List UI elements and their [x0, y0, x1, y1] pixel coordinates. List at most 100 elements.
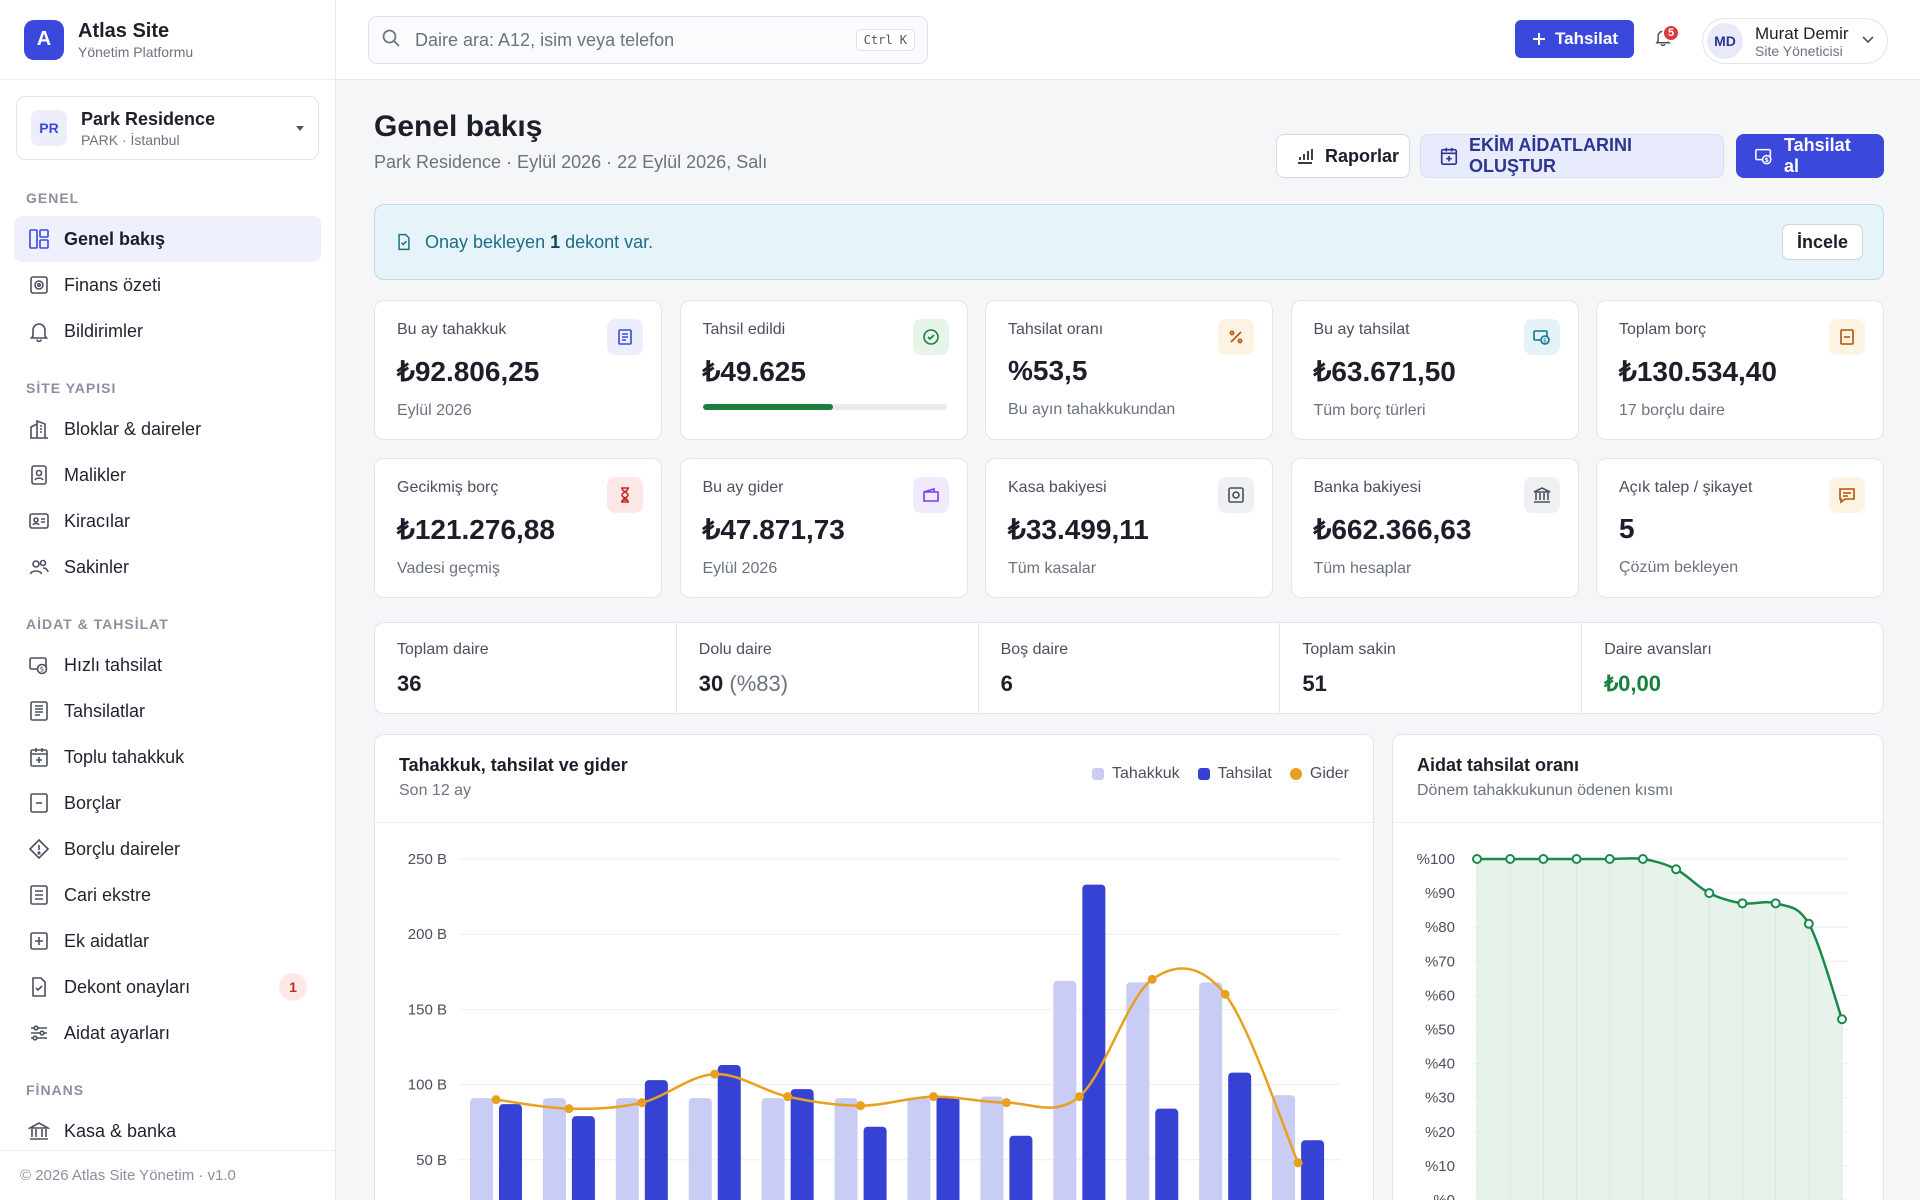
- chart-title: Tahakkuk, tahsilat ve gider: [399, 755, 628, 775]
- sidebar-item-debts[interactable]: Borçlar: [14, 780, 321, 826]
- sidebar-item-notifications[interactable]: Bildirimler: [14, 308, 321, 354]
- legend-collection[interactable]: Tahsilat: [1197, 765, 1272, 783]
- stat-value: 6: [1000, 671, 1013, 696]
- reports-button[interactable]: Raporlar: [1276, 134, 1410, 178]
- stat-label: Boş daire: [1000, 641, 1069, 658]
- kpi-card[interactable]: Açık talep / şikayet 5 Çözüm bekleyen: [1596, 458, 1884, 598]
- kpi-subtext: Tüm borç türleri: [1313, 402, 1426, 419]
- sidebar-item-residents[interactable]: Sakinler: [14, 544, 321, 590]
- document-check-icon: [395, 233, 413, 251]
- bar-accrual: [1126, 982, 1150, 1200]
- bar-collection: [644, 1080, 668, 1200]
- point-expense: [929, 1092, 938, 1102]
- kpi-subtext: Eylül 2026: [397, 402, 472, 419]
- stat-cell: Toplam daire 36: [375, 623, 677, 713]
- point-rate: [1505, 854, 1516, 864]
- sidebar-item-owners[interactable]: Malikler: [14, 452, 321, 498]
- check-circle-icon: [912, 319, 949, 355]
- sidebar-item-label: Toplu tahakkuk: [64, 746, 185, 767]
- bank-icon: [1523, 477, 1560, 513]
- sidebar-item-finance-summary[interactable]: Finans özeti: [14, 262, 321, 308]
- bar-accrual: [1199, 982, 1223, 1200]
- y-tick-label: %10: [1425, 1158, 1455, 1175]
- point-expense: [1001, 1098, 1011, 1108]
- message-icon: [1829, 477, 1865, 513]
- bank-icon: [28, 1120, 50, 1142]
- y-tick-label: %90: [1425, 885, 1455, 902]
- sidebar-item-debtor-units[interactable]: Borçlu daireler: [14, 826, 321, 872]
- site-switcher[interactable]: PR Park Residence PARK · İstanbul: [16, 96, 319, 160]
- kpi-value: ₺662.366,63: [1313, 514, 1472, 545]
- sidebar-item-label: Borçlar: [64, 792, 122, 813]
- sidebar-item-label: Cari ekstre: [64, 884, 152, 905]
- kpi-value: ₺121.276,88: [397, 514, 555, 545]
- nav-section-dues: AİDAT & TAHSİLAT: [26, 616, 169, 632]
- new-collection-button[interactable]: Tahsilat: [1515, 20, 1634, 58]
- point-rate: [1604, 854, 1615, 864]
- wallet-icon: [912, 477, 949, 513]
- sidebar-item-overview[interactable]: Genel bakış: [14, 216, 321, 262]
- point-expense: [710, 1069, 720, 1079]
- bar-collection: [1155, 1108, 1179, 1200]
- alert-message: Onay bekleyen 1 dekont var.: [425, 231, 654, 252]
- legend-accrual[interactable]: Tahakkuk: [1092, 765, 1180, 783]
- search-input[interactable]: Daire ara: A12, isim veya telefon Ctrl K: [368, 16, 928, 64]
- brand-logo[interactable]: A: [24, 19, 64, 60]
- kpi-card[interactable]: Toplam borç ₺130.534,40 17 borçlu daire: [1596, 300, 1884, 440]
- user-menu[interactable]: MD Murat Demir Site Yöneticisi: [1702, 18, 1888, 64]
- sidebar-item-dues-settings[interactable]: Aidat ayarları: [14, 1010, 321, 1056]
- y-tick-label: 200 B: [408, 926, 447, 943]
- cash-refresh-icon: $: [28, 654, 50, 676]
- generate-dues-button[interactable]: EKİM AİDATLARINI OLUŞTUR: [1420, 134, 1724, 178]
- kpi-card[interactable]: Bu ay gider ₺47.871,73 Eylül 2026: [679, 458, 968, 598]
- bar-accrual: [542, 1098, 566, 1200]
- kpi-label: Açık talep / şikayet: [1619, 479, 1753, 496]
- nav-section-finance: FİNANS: [26, 1082, 85, 1098]
- sidebar-item-tenants[interactable]: Kiracılar: [14, 498, 321, 544]
- collect-payment-button[interactable]: $ Tahsilat al: [1736, 134, 1884, 178]
- hourglass-icon: [607, 477, 643, 513]
- stat-label: Toplam daire: [397, 641, 489, 658]
- kpi-card[interactable]: Gecikmiş borç ₺121.276,88 Vadesi geçmiş: [374, 458, 662, 598]
- kpi-card[interactable]: Kasa bakiyesi ₺33.499,11 Tüm kasalar: [985, 458, 1273, 598]
- y-tick-label: 150 B: [408, 1001, 447, 1018]
- nav-section-general: GENEL: [26, 190, 80, 206]
- sidebar-item-quick-collect[interactable]: $ Hızlı tahsilat: [14, 642, 321, 688]
- sidebar-item-blocks[interactable]: Bloklar & daireler: [14, 406, 321, 452]
- kpi-card[interactable]: Bu ay tahakkuk ₺92.806,25 Eylül 2026: [374, 300, 662, 440]
- bar-collection: [790, 1089, 814, 1200]
- kpi-card[interactable]: Bu ay tahsilat ₺63.671,50 Tüm borç türler…: [1290, 300, 1579, 440]
- point-expense: [856, 1101, 866, 1111]
- point-rate: [1704, 888, 1715, 899]
- kpi-subtext: Tüm hesaplar: [1313, 560, 1412, 577]
- kpi-card[interactable]: Tahsil edildi ₺49.625: [679, 300, 968, 440]
- sidebar-item-bulk-accrual[interactable]: Toplu tahakkuk: [14, 734, 321, 780]
- stat-label: Dolu daire: [698, 641, 772, 658]
- kpi-card[interactable]: Tahsilat oranı %53,5 Bu ayın tahakkukunda…: [985, 300, 1273, 440]
- document-check-icon: [28, 976, 50, 998]
- review-button[interactable]: İncele: [1781, 224, 1863, 260]
- sidebar-item-statement[interactable]: Cari ekstre: [14, 872, 321, 918]
- bar-collection: [1009, 1135, 1033, 1200]
- sidebar-item-label: Tahsilatlar: [64, 700, 146, 721]
- kpi-value: ₺33.499,11: [1008, 514, 1149, 545]
- kpi-card[interactable]: Banka bakiyesi ₺662.366,63 Tüm hesaplar: [1290, 458, 1579, 598]
- sidebar-item-extra-dues[interactable]: Ek aidatlar: [14, 918, 321, 964]
- y-tick-label: %0: [1433, 1192, 1455, 1200]
- safe-icon: [1218, 477, 1254, 513]
- point-expense: [1147, 974, 1157, 984]
- ledger-icon: [28, 700, 50, 722]
- bar-accrual: [834, 1098, 858, 1200]
- sidebar: A Atlas Site Yönetim Platformu PR Park R…: [0, 0, 336, 1200]
- bar-accrual: [907, 1098, 931, 1200]
- stat-value: 51: [1302, 671, 1327, 696]
- sidebar-item-cash-bank[interactable]: Kasa & banka: [14, 1108, 321, 1154]
- sidebar-item-receipt-approvals[interactable]: Dekont onayları 1: [14, 964, 321, 1010]
- sidebar-item-collections[interactable]: Tahsilatlar: [14, 688, 321, 734]
- stat-percent: (%83): [729, 671, 789, 696]
- collection-rate-chart: Aidat tahsilat oranı Dönem tahakkukunun …: [1392, 734, 1884, 1200]
- cash-refresh-icon: $: [1523, 319, 1560, 355]
- topbar: Daire ara: A12, isim veya telefon Ctrl K…: [336, 0, 1920, 80]
- kpi-value: ₺63.671,50: [1313, 356, 1456, 387]
- legend-expense[interactable]: Gider: [1289, 765, 1349, 783]
